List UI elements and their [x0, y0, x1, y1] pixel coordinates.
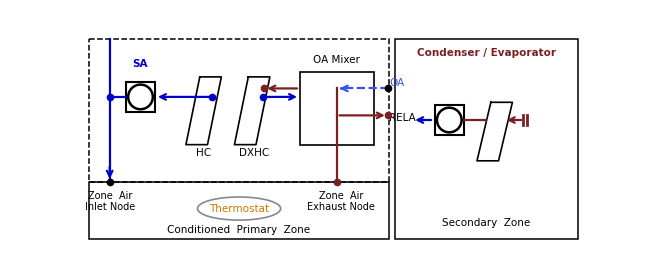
Text: Conditioned  Primary  Zone: Conditioned Primary Zone	[167, 225, 311, 235]
Text: Condenser / Evaporator: Condenser / Evaporator	[417, 48, 556, 58]
Bar	[300, 72, 374, 145]
Text: SA: SA	[133, 59, 148, 69]
Bar	[89, 182, 389, 239]
Text: Zone  Air
Exhaust Node: Zone Air Exhaust Node	[307, 191, 374, 213]
Text: OA: OA	[389, 78, 404, 88]
Text: Secondary  Zone: Secondary Zone	[442, 218, 530, 228]
Text: OA Mixer: OA Mixer	[313, 55, 360, 65]
Bar	[89, 39, 389, 182]
Text: RELA: RELA	[389, 113, 416, 123]
Text: HC: HC	[196, 148, 211, 158]
Text: DXHC: DXHC	[239, 148, 269, 158]
Bar	[126, 82, 155, 112]
Text: Thermostat: Thermostat	[209, 204, 269, 214]
Bar	[435, 105, 464, 135]
Text: Zone  Air
Inlet Node: Zone Air Inlet Node	[84, 191, 135, 213]
Bar	[395, 39, 578, 239]
